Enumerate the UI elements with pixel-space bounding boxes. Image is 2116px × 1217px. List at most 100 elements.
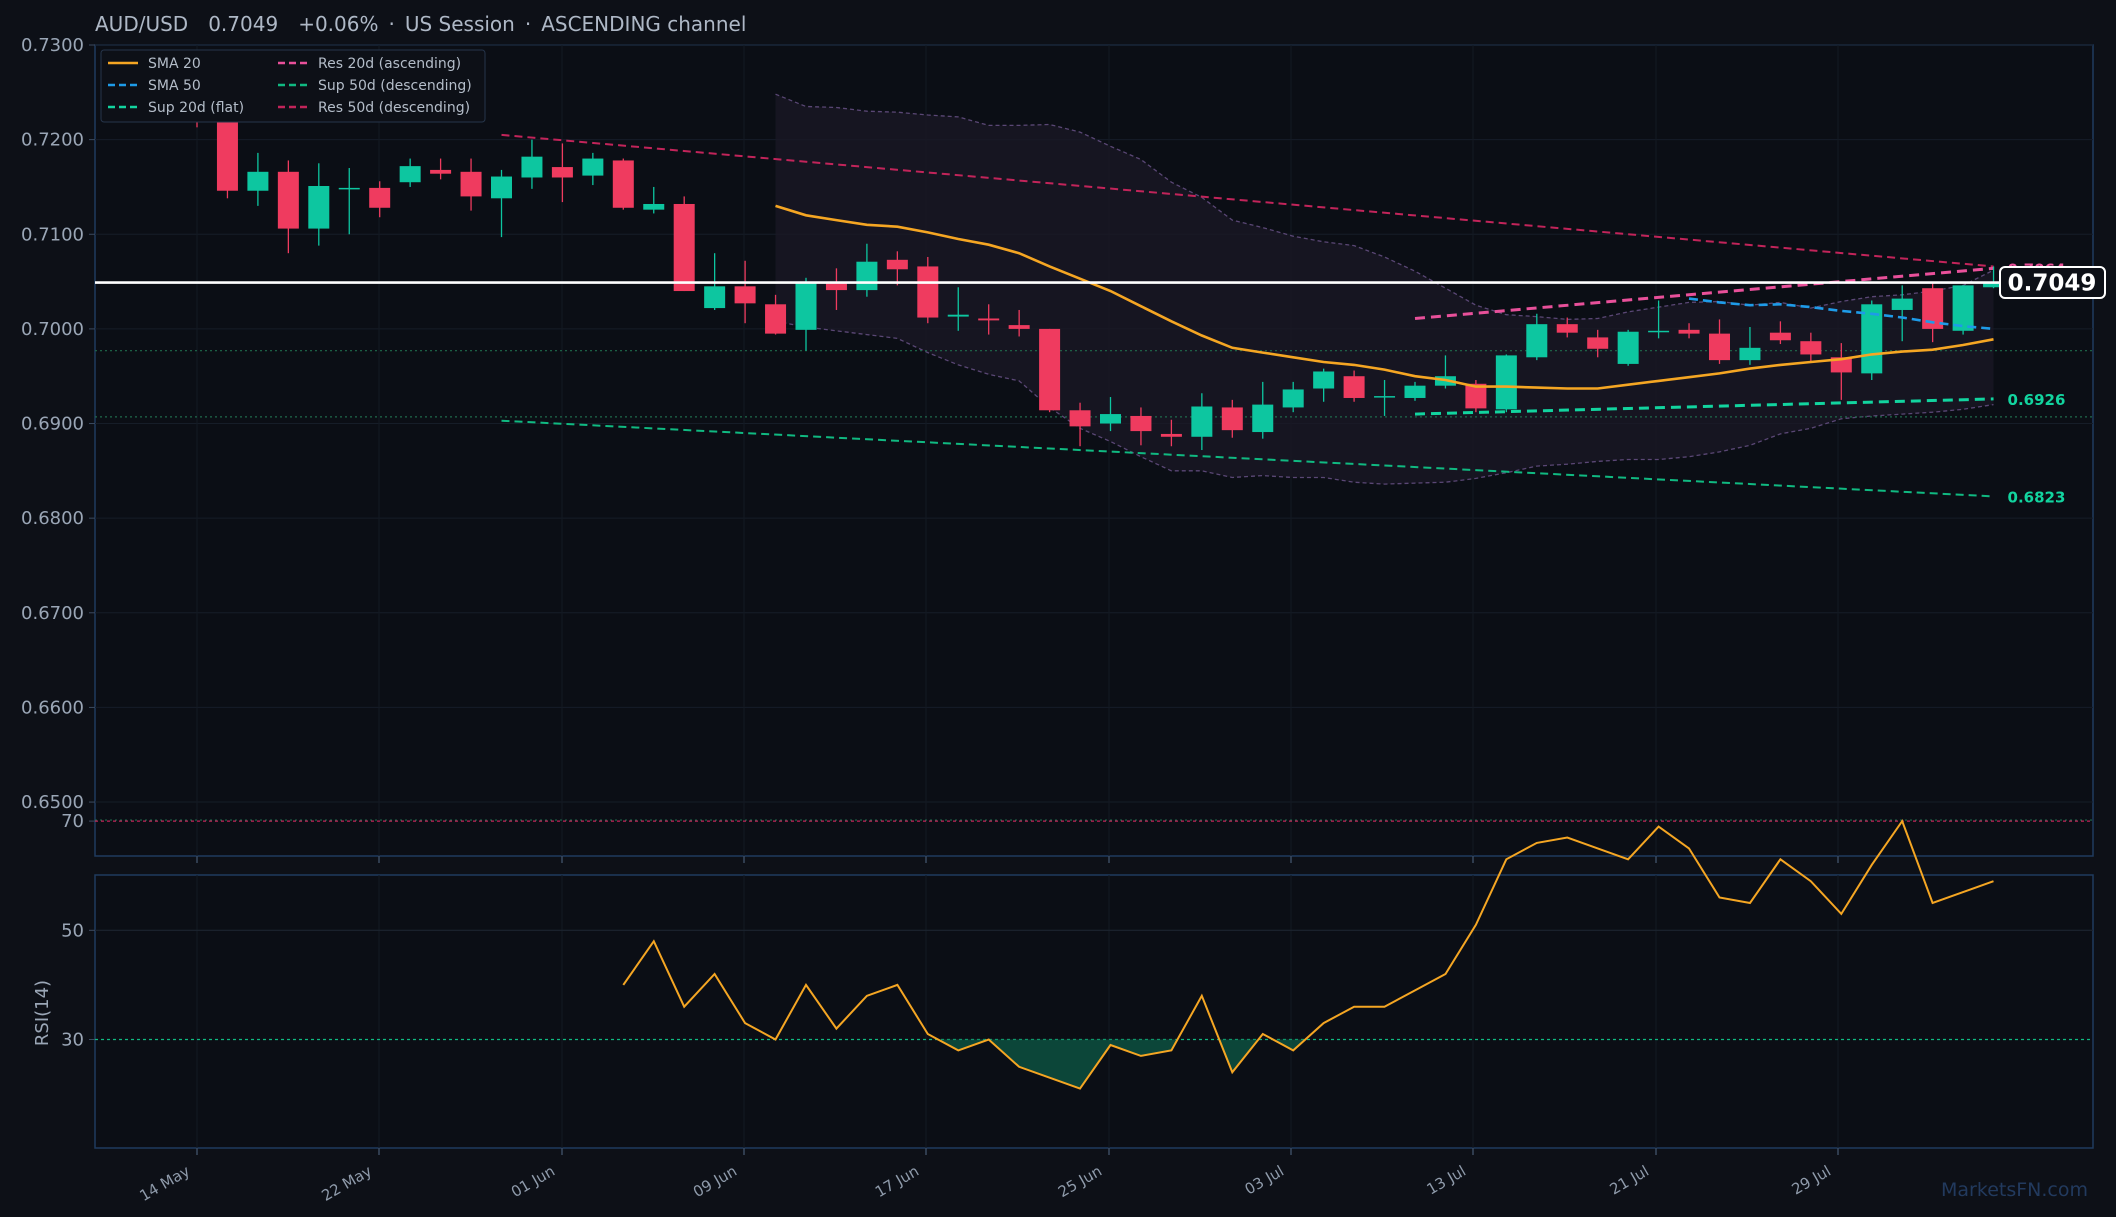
price-axis: 0.7300 0.7200 0.7100 0.7000 0.6900 0.6800 0.67… bbox=[21, 35, 95, 813]
candle-body bbox=[277, 171, 299, 229]
candle-body bbox=[1495, 355, 1517, 410]
candle-body bbox=[947, 314, 969, 317]
candle-body bbox=[308, 186, 330, 229]
rsi-tick-label: 70 bbox=[61, 811, 84, 832]
candle-body bbox=[551, 167, 573, 178]
sma20-line bbox=[775, 204, 1994, 390]
candle-body bbox=[1983, 282, 2005, 288]
y-tick-label: 0.6500 bbox=[21, 792, 84, 813]
price-badge: 0.7049 bbox=[1999, 266, 2106, 300]
price-badge-box bbox=[1999, 266, 2106, 300]
sup-desc-level-label: 0.6823 bbox=[2008, 488, 2066, 506]
rsi-pane: 70 50 30 RSI(14) bbox=[32, 811, 2094, 1149]
legend-label: SMA 20 bbox=[148, 56, 201, 72]
title-price: 0.7049 bbox=[208, 12, 278, 36]
price-badge-label: 0.7049 bbox=[2008, 271, 2097, 297]
rsi-tick-label: 30 bbox=[61, 1030, 84, 1051]
candle-body bbox=[704, 286, 726, 309]
rsi-axis-label: RSI(14) bbox=[32, 980, 53, 1046]
sup-50d-line bbox=[501, 419, 1994, 498]
candle-body bbox=[1160, 433, 1182, 437]
candle-body bbox=[1343, 376, 1365, 398]
candle-body bbox=[1648, 330, 1670, 333]
candle-body bbox=[856, 261, 878, 291]
y-tick-label: 0.6600 bbox=[21, 697, 84, 718]
candle-body bbox=[1526, 324, 1548, 358]
res-50d-line bbox=[501, 133, 1994, 268]
rsi-oversold-area bbox=[1272, 1039, 1306, 1051]
candle-body bbox=[612, 160, 634, 208]
bollinger-fill bbox=[775, 94, 1994, 485]
candle-body bbox=[643, 203, 665, 210]
candle-body bbox=[1769, 332, 1791, 341]
sup-20d-line bbox=[1414, 397, 1994, 416]
candle-body bbox=[1709, 333, 1730, 361]
candle-body bbox=[216, 118, 238, 191]
candle-body bbox=[1039, 328, 1061, 411]
legend-label: Res 20d (ascending) bbox=[318, 56, 461, 72]
y-tick-label: 0.6700 bbox=[21, 603, 84, 624]
candle-body bbox=[1830, 357, 1852, 373]
candle-body bbox=[1800, 341, 1822, 355]
rsi-tick-label: 50 bbox=[61, 920, 84, 941]
candle-body bbox=[1069, 410, 1091, 427]
y-tick-label: 0.7300 bbox=[21, 35, 84, 56]
legend-label: SMA 50 bbox=[148, 78, 201, 94]
candle-body bbox=[582, 158, 604, 176]
candle-body bbox=[1891, 298, 1913, 310]
candle-body bbox=[1556, 324, 1578, 333]
rsi-oversold-area bbox=[937, 1039, 989, 1051]
y-tick-label: 0.7200 bbox=[21, 130, 84, 151]
candle-body bbox=[734, 286, 756, 304]
legend-label: Sup 50d (descending) bbox=[318, 78, 472, 94]
y-tick-label: 0.7000 bbox=[21, 319, 84, 340]
rsi-series-line bbox=[622, 818, 1994, 1090]
sup-flat-level-label: 0.6926 bbox=[2008, 391, 2066, 409]
candle-body bbox=[978, 318, 1000, 321]
price-pane: 0.7300 0.7200 0.7100 0.7000 0.6900 0.6800 0.67… bbox=[21, 35, 2106, 857]
candle-body bbox=[917, 266, 939, 318]
candle-body bbox=[247, 171, 269, 191]
title-pair: AUD/USD bbox=[95, 12, 188, 36]
candle-body bbox=[1952, 285, 1974, 331]
candle-body bbox=[673, 203, 695, 292]
candle-body bbox=[1282, 389, 1304, 408]
candle-body bbox=[1922, 288, 1944, 329]
title-channel: ASCENDING channel bbox=[541, 12, 746, 36]
watermark: MarketsFN.com bbox=[1941, 1179, 2088, 1201]
candle-body bbox=[1617, 331, 1639, 364]
candle-body bbox=[1252, 404, 1274, 433]
legend-label: Res 50d (descending) bbox=[318, 100, 470, 116]
candle-body bbox=[825, 283, 847, 291]
candle-body bbox=[1404, 385, 1426, 398]
candle-body bbox=[1130, 415, 1152, 432]
candle-body bbox=[430, 169, 452, 174]
rsi-axis: 70 50 30 bbox=[61, 811, 95, 1051]
candle-body bbox=[1465, 383, 1487, 409]
title-change: +0.06% bbox=[298, 12, 378, 36]
candle-body bbox=[1678, 329, 1700, 334]
candle-body bbox=[1587, 337, 1609, 349]
legend-label: Sup 20d (flat) bbox=[148, 100, 244, 116]
res-20d-line bbox=[1414, 266, 1994, 320]
title-session: US Session bbox=[405, 12, 515, 36]
candle-body bbox=[1008, 325, 1030, 329]
y-tick-label: 0.6800 bbox=[21, 508, 84, 529]
candle-body bbox=[491, 176, 512, 199]
candle-body bbox=[369, 187, 391, 208]
candle-body bbox=[1221, 407, 1243, 431]
y-tick-label: 0.7100 bbox=[21, 224, 84, 245]
candle-body bbox=[338, 187, 360, 190]
sma50-line bbox=[1688, 297, 1994, 331]
candle-body bbox=[1191, 406, 1213, 437]
candle-body bbox=[1100, 414, 1121, 424]
candle-body bbox=[1739, 347, 1761, 361]
bollinger-lower bbox=[775, 320, 1994, 485]
chart-title: AUD/USD 0.7049 +0.06% · US Session · ASCENDING… bbox=[95, 12, 746, 36]
trendlines bbox=[501, 133, 1994, 498]
candle-body bbox=[460, 171, 482, 197]
candle-body bbox=[1313, 371, 1335, 389]
candle-body bbox=[521, 156, 543, 178]
